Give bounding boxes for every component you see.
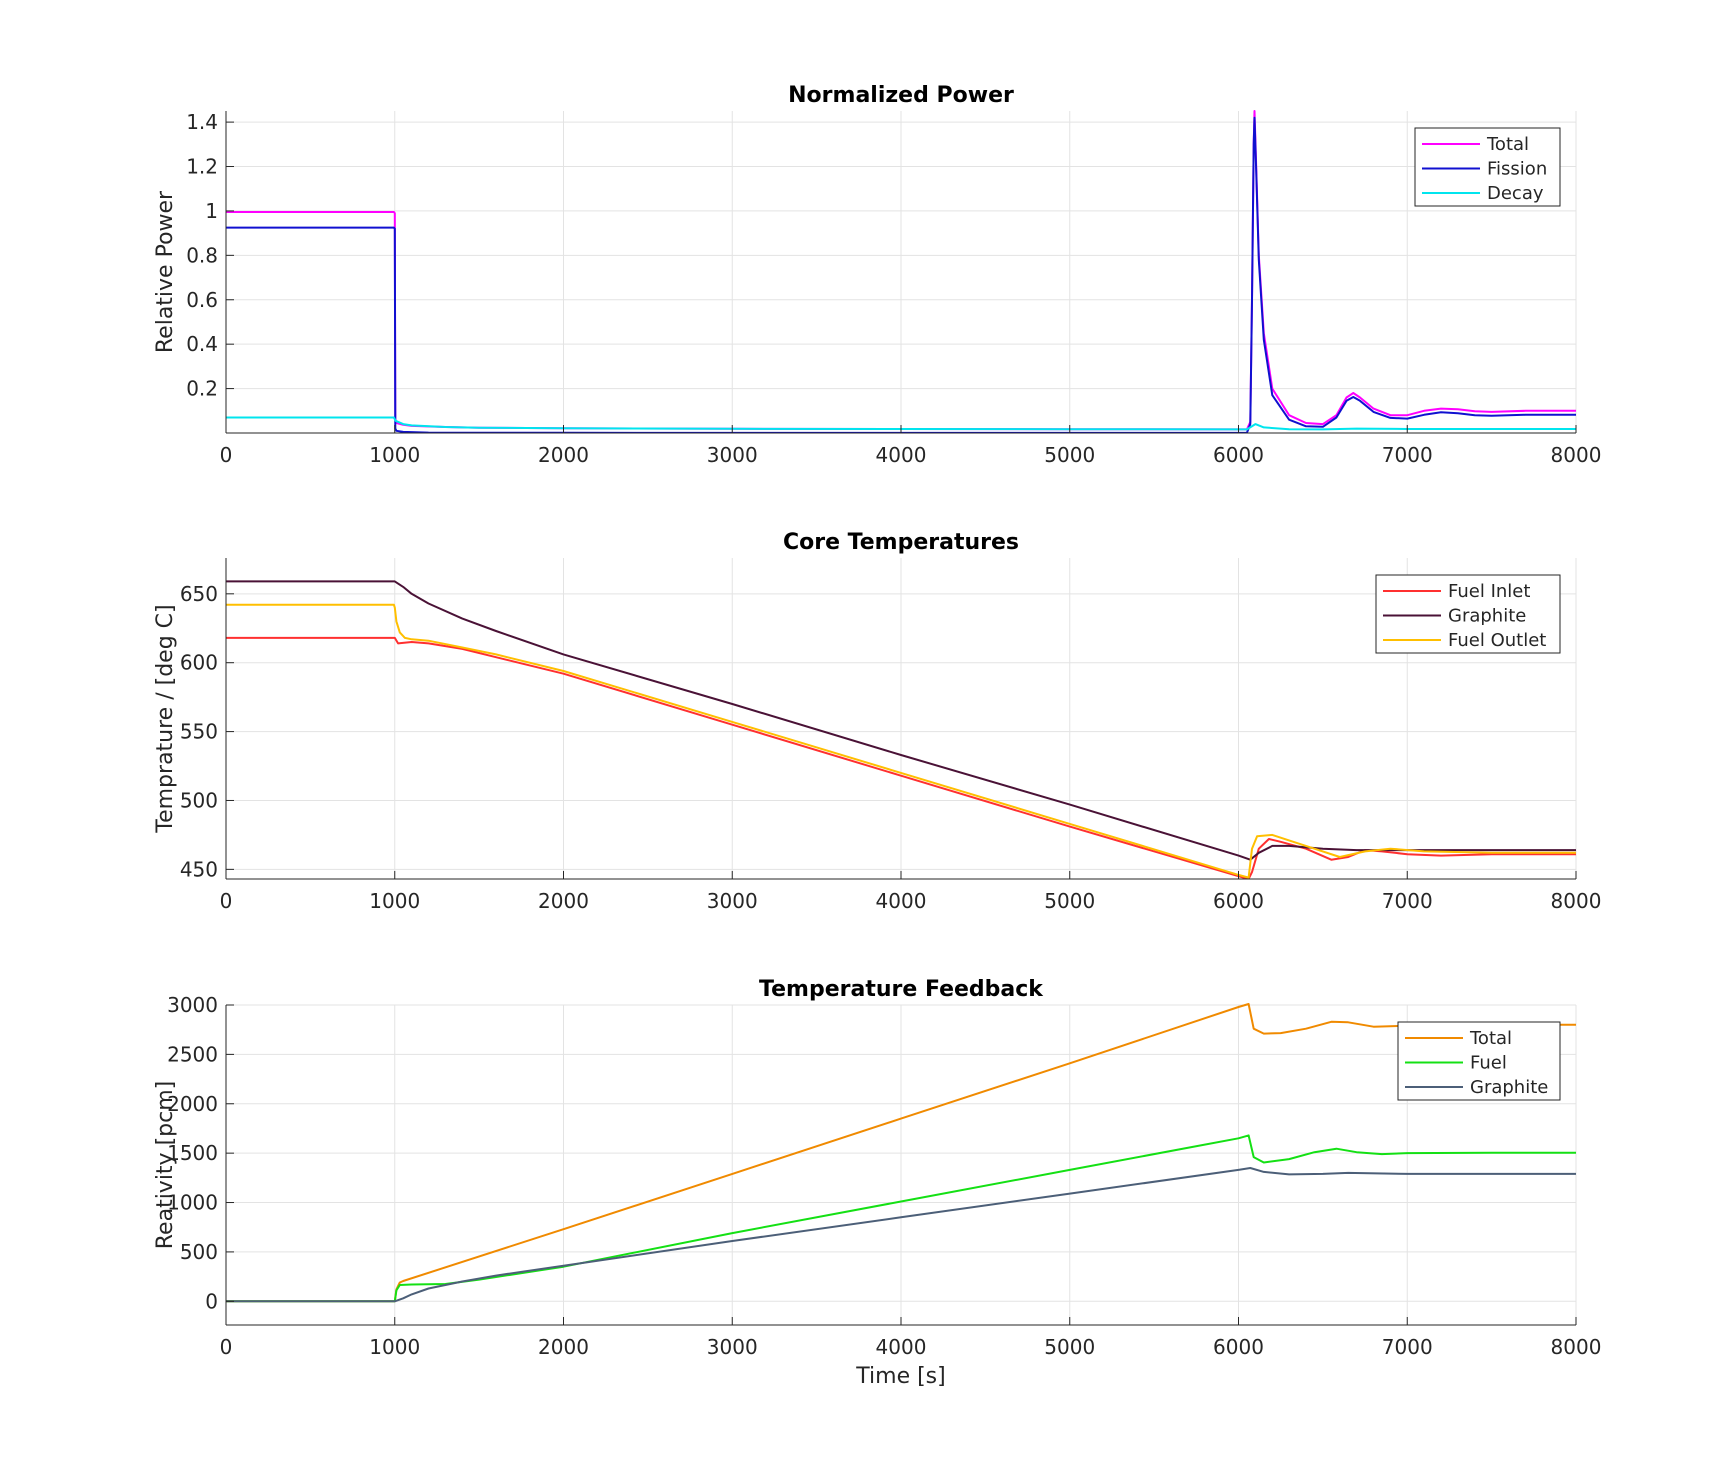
normalized-power-legend-label-fission: Fission [1487,159,1547,180]
core-temperatures-y-axis-label: Temprature / [deg C] [153,604,178,833]
temperature-feedback-legend: Total Fuel Graphite [1397,1021,1561,1101]
temperature-feedback-y-tick-label: 3000 [167,993,218,1017]
core-temperatures-title: Core Temperatures [783,530,1019,555]
core-temperatures-x-tick-label: 4000 [876,889,927,913]
temperature-feedback-y-tick-label: 1500 [167,1141,218,1165]
temperature-feedback-series-fuel [226,1134,1576,1303]
temperature-feedback-legend-label-fuel: Fuel [1470,1053,1507,1074]
temperature-feedback-x-axis-label: Time [s] [855,1364,945,1389]
normalized-power-x-tick-label: 6000 [1213,443,1264,467]
temperature-feedback-x-tick-label: 2000 [538,1335,589,1359]
core-temperatures-y-tick-label: 500 [180,788,218,812]
normalized-power-y-tick-label: 0.8 [186,243,218,267]
core-temperatures-legend-label-fuel-outlet: Fuel Outlet [1448,630,1546,651]
core-temperatures-x-tick-label: 5000 [1044,889,1095,913]
temperature-feedback-y-axis-label: Reativity [pcm] [153,1081,178,1249]
normalized-power-legend-label-decay: Decay [1487,183,1544,204]
normalized-power-x-tick-label: 1000 [369,443,420,467]
temperature-feedback-y-tick-label: 2500 [167,1042,218,1066]
core-temperatures-x-tick-label: 7000 [1382,889,1433,913]
normalized-power-legend: Total Fission Decay [1414,127,1561,207]
temperature-feedback-x-tick-label: 6000 [1213,1335,1264,1359]
normalized-power-y-tick-label: 0.4 [186,332,218,356]
core-temperatures-series-graphite [226,580,1576,861]
core-temperatures-x-tick-label: 8000 [1551,889,1602,913]
temperature-feedback-panel: 0 1000 2000 3000 4000 5000 6000 7000 8000 0 500 100… [153,977,1601,1389]
core-temperatures-y-tick-label: 600 [180,651,218,675]
core-temperatures-legend-label-fuel-inlet: Fuel Inlet [1448,581,1530,602]
temperature-feedback-x-tick-label: 5000 [1044,1335,1095,1359]
normalized-power-x-tick-label: 2000 [538,443,589,467]
core-temperatures-x-tick-label: 3000 [707,889,758,913]
temperature-feedback-y-tick-label: 1000 [167,1191,218,1215]
core-temperatures-y-tick-label: 550 [180,720,218,744]
core-temperatures-legend-label-graphite: Graphite [1448,606,1526,627]
core-temperatures-x-tick-label: 1000 [369,889,420,913]
normalized-power-x-tick-label: 8000 [1551,443,1602,467]
core-temperatures-series-group [226,580,1576,879]
normalized-power-x-tick-label: 7000 [1382,443,1433,467]
core-temperatures-x-tick-label: 2000 [538,889,589,913]
normalized-power-panel: 0 1000 2000 3000 4000 5000 6000 7000 8000 0.2 0.4 0… [153,83,1601,467]
normalized-power-x-tick-label: 4000 [876,443,927,467]
core-temperatures-series-fuel-inlet [226,636,1576,879]
core-temperatures-x-tick-label: 0 [220,889,233,913]
temperature-feedback-x-tick-label: 4000 [876,1335,927,1359]
normalized-power-legend-label-total: Total [1486,134,1529,155]
temperature-feedback-x-tick-label: 7000 [1382,1335,1433,1359]
normalized-power-y-tick-label: 1.4 [186,110,218,134]
temperature-feedback-x-tick-label: 1000 [369,1335,420,1359]
normalized-power-y-tick-label: 1 [205,199,218,223]
normalized-power-x-tick-label: 5000 [1044,443,1095,467]
core-temperatures-series-fuel-outlet [226,603,1576,879]
normalized-power-y-tick-label: 0.2 [186,377,218,401]
core-temperatures-legend: Fuel Inlet Graphite Fuel Outlet [1375,574,1561,654]
temperature-feedback-legend-label-total: Total [1469,1028,1512,1049]
core-temperatures-y-tick-label: 450 [180,857,218,881]
temperature-feedback-x-tick-label: 0 [220,1335,233,1359]
normalized-power-x-tick-label: 3000 [707,443,758,467]
core-temperatures-y-tick-label: 650 [180,582,218,606]
normalized-power-title: Normalized Power [788,83,1014,108]
temperature-feedback-y-tick-label: 0 [205,1289,218,1313]
normalized-power-y-tick-label: 0.6 [186,288,218,312]
temperature-feedback-series-group [226,1003,1576,1303]
temperature-feedback-series-graphite [226,1167,1576,1303]
temperature-feedback-legend-label-graphite: Graphite [1470,1077,1548,1098]
temperature-feedback-y-tick-label: 2000 [167,1092,218,1116]
normalized-power-x-tick-label: 0 [220,443,233,467]
temperature-feedback-x-tick-label: 3000 [707,1335,758,1359]
normalized-power-y-tick-label: 1.2 [186,155,218,179]
temperature-feedback-x-tick-label: 8000 [1551,1335,1602,1359]
temperature-feedback-y-tick-label: 500 [180,1240,218,1264]
temperature-feedback-series-total [226,1003,1576,1303]
normalized-power-y-axis-label: Relative Power [153,190,178,353]
core-temperatures-panel: 0 1000 2000 3000 4000 5000 6000 7000 8000 450 500 5… [153,530,1601,913]
normalized-power-series-fission [226,116,1576,433]
core-temperatures-x-tick-label: 6000 [1213,889,1264,913]
temperature-feedback-title: Temperature Feedback [759,977,1044,1002]
